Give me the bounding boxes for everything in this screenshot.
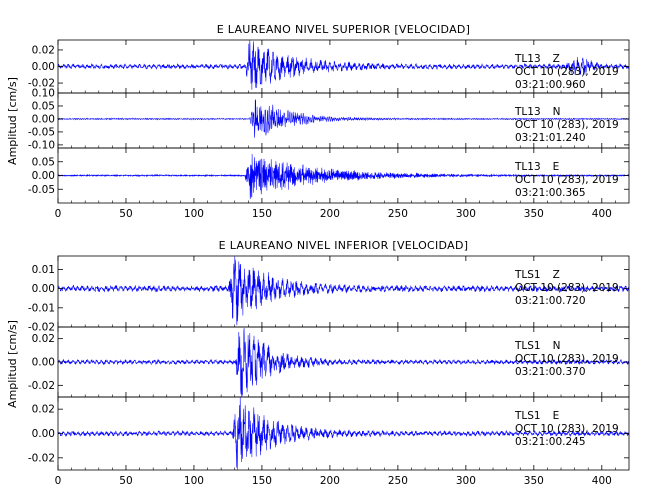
trace-time-label: 03:21:00.370 [515,366,586,378]
y-tick-label: -0.02 [28,78,55,90]
station-name: TLS1 [514,340,541,352]
y-tick-label: -0.02 [28,380,55,392]
waveform-trace-tls1-n [57,327,630,397]
y-tick-label: 0.02 [32,333,55,345]
y-tick-label: -0.05 [28,126,55,138]
trace-date-label: OCT 10 (283), 2019 [515,353,619,365]
y-tick-label: 0.00 [32,113,55,125]
x-tick-label: 350 [524,475,544,487]
y-tick-label: 0.00 [32,428,55,440]
x-tick-label: 250 [388,208,408,220]
x-tick-label: 300 [456,208,476,220]
component-name: N [553,106,561,118]
x-tick-label: 350 [524,208,544,220]
x-tick-label: 50 [119,475,132,487]
trace-time-label: 03:21:00.960 [515,79,586,91]
y-tick-label: 0.01 [32,264,55,276]
trace-time-label: 03:21:00.720 [515,295,586,307]
trace-time-label: 03:21:01.240 [515,132,586,144]
y-tick-label: 0.00 [32,357,55,369]
trace-time-label: 03:21:00.245 [515,436,586,448]
y-tick-label: 0.00 [32,283,55,295]
x-tick-label: 400 [592,475,612,487]
x-tick-label: 50 [119,208,132,220]
waveform-trace-tl13-z [57,40,630,90]
trace-station-label: TL13 E [514,161,559,173]
trace-station-label: TLS1 N [514,340,560,352]
chart-title: E LAUREANO NIVEL INFERIOR [VELOCIDAD] [219,239,469,252]
waveform-trace-tls1-e [57,397,630,470]
component-name: Z [553,53,560,65]
y-axis-label: Amplitud [cm/s] [6,320,19,408]
x-tick-label: 100 [184,475,204,487]
component-name: N [553,340,561,352]
station-name: TLS1 [514,269,541,281]
y-tick-label: 0.10 [32,88,55,100]
trace-station-label: TL13 Z [514,53,560,65]
y-tick-label: -0.05 [28,184,55,196]
station-name: TL13 [514,161,541,173]
x-tick-label: 300 [456,475,476,487]
x-tick-label: 400 [592,208,612,220]
y-tick-label: 0.05 [32,100,55,112]
x-tick-label: 200 [320,208,340,220]
y-tick-label: -0.02 [28,322,55,334]
x-tick-label: 250 [388,475,408,487]
y-tick-label: -0.10 [28,139,55,151]
trace-station-label: TLS1 E [514,410,559,422]
component-name: E [553,161,560,173]
station-name: TL13 [514,53,541,65]
component-name: E [553,410,560,422]
x-tick-label: 100 [184,208,204,220]
y-tick-label: -0.01 [28,302,55,314]
y-axis-label: Amplitud [cm/s] [6,77,19,165]
trace-date-label: OCT 10 (283), 2019 [515,66,619,78]
x-tick-label: 150 [252,475,272,487]
trace-station-label: TLS1 Z [514,269,560,281]
trace-station-label: TL13 N [514,106,560,118]
trace-time-label: 03:21:00.365 [515,187,586,199]
station-name: TL13 [514,106,541,118]
waveform-trace-tl13-n [57,99,630,138]
y-tick-label: -0.02 [28,452,55,464]
x-tick-label: 150 [252,208,272,220]
axes-layer [57,39,630,471]
y-tick-label: 0.00 [32,61,55,73]
trace-date-label: OCT 10 (283), 2019 [515,174,619,186]
waveform-trace-tls1-z [57,256,630,326]
text-layer: E LAUREANO NIVEL SUPERIOR [VELOCIDAD] Amp… [6,23,619,487]
station-name: TLS1 [514,410,541,422]
chart-title: E LAUREANO NIVEL SUPERIOR [VELOCIDAD] [217,23,471,36]
trace-date-label: OCT 10 (283), 2019 [515,282,619,294]
trace-date-label: OCT 10 (283), 2019 [515,423,619,435]
y-tick-label: 0.02 [32,404,55,416]
y-tick-label: 0.05 [32,156,55,168]
component-name: Z [553,269,560,281]
x-tick-label: 0 [55,208,62,220]
x-tick-label: 200 [320,475,340,487]
traces-layer [57,40,630,470]
x-tick-label: 0 [55,475,62,487]
y-tick-label: 0.02 [32,44,55,56]
y-tick-label: 0.00 [32,170,55,182]
waveform-trace-tl13-e [57,153,630,200]
trace-date-label: OCT 10 (283), 2019 [515,119,619,131]
